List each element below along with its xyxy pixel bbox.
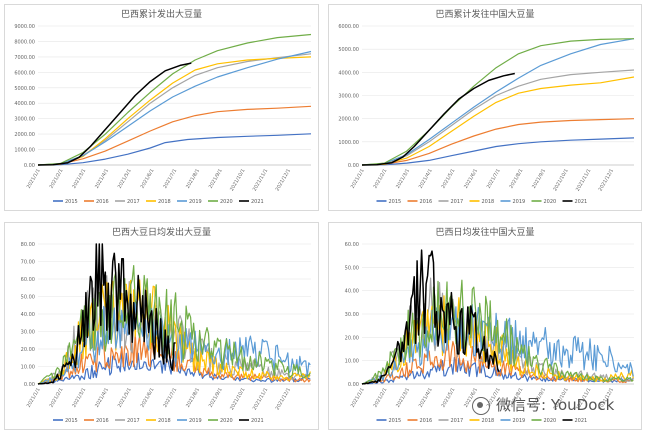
legend-label-2020: 2020	[220, 199, 233, 205]
legend-label-2021: 2021	[575, 418, 588, 424]
legend-label-2019: 2019	[513, 199, 526, 205]
y-tick-label: 6000.00	[14, 70, 35, 76]
y-tick-label: 5000.00	[338, 47, 359, 53]
legend-label-2018: 2018	[158, 199, 171, 205]
legend-label-2021: 2021	[251, 418, 264, 424]
y-tick-label: 5000.00	[14, 86, 35, 92]
legend-label-2017: 2017	[127, 418, 140, 424]
y-tick-label: 10.00	[345, 359, 359, 365]
y-tick-label: 40.00	[21, 312, 35, 318]
chart-title: 巴西大豆日均发出大豆量	[112, 226, 211, 238]
series-2021-line	[361, 249, 500, 385]
series-2016-line	[37, 105, 312, 166]
y-tick-label: 40.00	[345, 289, 359, 295]
series-2018-line	[361, 76, 635, 166]
y-tick-label: 80.00	[21, 242, 35, 248]
watermark: 微信号: YouDock	[472, 394, 640, 418]
legend-label-2018: 2018	[482, 418, 495, 424]
y-tick-label: 20.00	[345, 335, 359, 341]
y-tick-label: 9000.00	[14, 24, 35, 30]
y-tick-label: 4000.00	[338, 70, 359, 76]
legend-label-2017: 2017	[451, 418, 464, 424]
legend: 2015 2016 2017 2018 2019 2020 2021	[376, 199, 588, 205]
series-2020-line	[361, 38, 635, 166]
chart-daily-exports: 巴西大豆日均发出大豆量 0.00 10.00 20.00 30.00 40.00 50.00…	[4, 222, 319, 430]
legend-label-2019: 2019	[189, 199, 202, 205]
y-tick-label: 7000.00	[14, 55, 35, 61]
y-tick-label: 4000.00	[14, 101, 35, 107]
legend-label-2015: 2015	[65, 418, 78, 424]
legend-label-2019: 2019	[513, 418, 526, 424]
chart-title: 巴西累计发出大豆量	[121, 8, 202, 20]
y-tick-label: 0.00	[348, 163, 359, 169]
y-tick-label: 3000.00	[14, 117, 35, 123]
watermark-text: 微信号: YouDock	[496, 396, 615, 414]
chart-daily-to-china: 巴西日均发往中国大豆量 0.00 10.00 20.00 30.00 40.00 50.00…	[328, 222, 642, 430]
y-tick-label: 50.00	[21, 295, 35, 301]
legend-label-2015: 2015	[389, 199, 402, 205]
y-tick-label: 3000.00	[338, 94, 359, 100]
chart-frame	[4, 4, 319, 211]
legend-label-2020: 2020	[544, 199, 557, 205]
y-tick-label: 0.00	[348, 382, 359, 388]
legend-label-2021: 2021	[251, 199, 264, 205]
legend-label-2021: 2021	[575, 199, 588, 205]
legend-label-2016: 2016	[96, 418, 109, 424]
y-tick-label: 30.00	[21, 330, 35, 336]
series-2021-line	[37, 62, 192, 166]
y-tick-label: 6000.00	[338, 24, 359, 30]
legend-label-2015: 2015	[65, 199, 78, 205]
chart-frame	[328, 4, 642, 211]
legend-label-2016: 2016	[420, 199, 433, 205]
y-tick-label: 1000.00	[14, 148, 35, 154]
y-tick-label: 20.00	[21, 347, 35, 353]
chart-cumulative-exports: 巴西累计发出大豆量 0.00 1000.00 2000.00 3000.00 4000.0…	[4, 4, 319, 211]
series-2015-line	[361, 137, 635, 166]
series-2020-line	[37, 33, 312, 166]
legend-label-2017: 2017	[127, 199, 140, 205]
series-2021-line	[361, 72, 515, 166]
legend: 2015 2016 2017 2018 2019 2020 2021	[53, 199, 264, 205]
y-tick-label: 70.00	[21, 260, 35, 266]
series-2015-line	[37, 133, 312, 166]
y-tick-label: 2000.00	[338, 117, 359, 123]
chart-cumulative-to-china: 巴西累计发往中国大豆量 0.00 1000.00 2000.00 3000.00 4000…	[328, 4, 642, 211]
y-tick-label: 8000.00	[14, 39, 35, 45]
legend: 2015 2016 2017 2018 2019 2020 2021	[53, 418, 264, 424]
series-2021-line	[37, 243, 176, 385]
y-tick-label: 60.00	[345, 242, 359, 248]
y-tick-label: 0.00	[24, 382, 35, 388]
legend-label-2018: 2018	[158, 418, 171, 424]
legend-label-2017: 2017	[451, 199, 464, 205]
chart-title: 巴西日均发往中国大豆量	[435, 226, 534, 238]
y-tick-label: 50.00	[345, 265, 359, 271]
y-tick-label: 0.00	[24, 163, 35, 169]
legend-label-2016: 2016	[420, 418, 433, 424]
legend-label-2020: 2020	[544, 418, 557, 424]
legend-label-2016: 2016	[96, 199, 109, 205]
y-tick-label: 10.00	[21, 365, 35, 371]
y-tick-label: 60.00	[21, 277, 35, 283]
legend-label-2019: 2019	[189, 418, 202, 424]
legend-label-2015: 2015	[389, 418, 402, 424]
legend-label-2018: 2018	[482, 199, 495, 205]
wechat-icon	[472, 396, 490, 415]
series-2016-line	[361, 118, 635, 166]
chart-title: 巴西累计发往中国大豆量	[435, 8, 534, 20]
y-tick-label: 2000.00	[14, 132, 35, 138]
legend: 2015 2016 2017 2018 2019 2020 2021	[376, 418, 588, 424]
y-tick-label: 30.00	[345, 312, 359, 318]
legend-label-2020: 2020	[220, 418, 233, 424]
y-tick-label: 1000.00	[338, 140, 359, 146]
